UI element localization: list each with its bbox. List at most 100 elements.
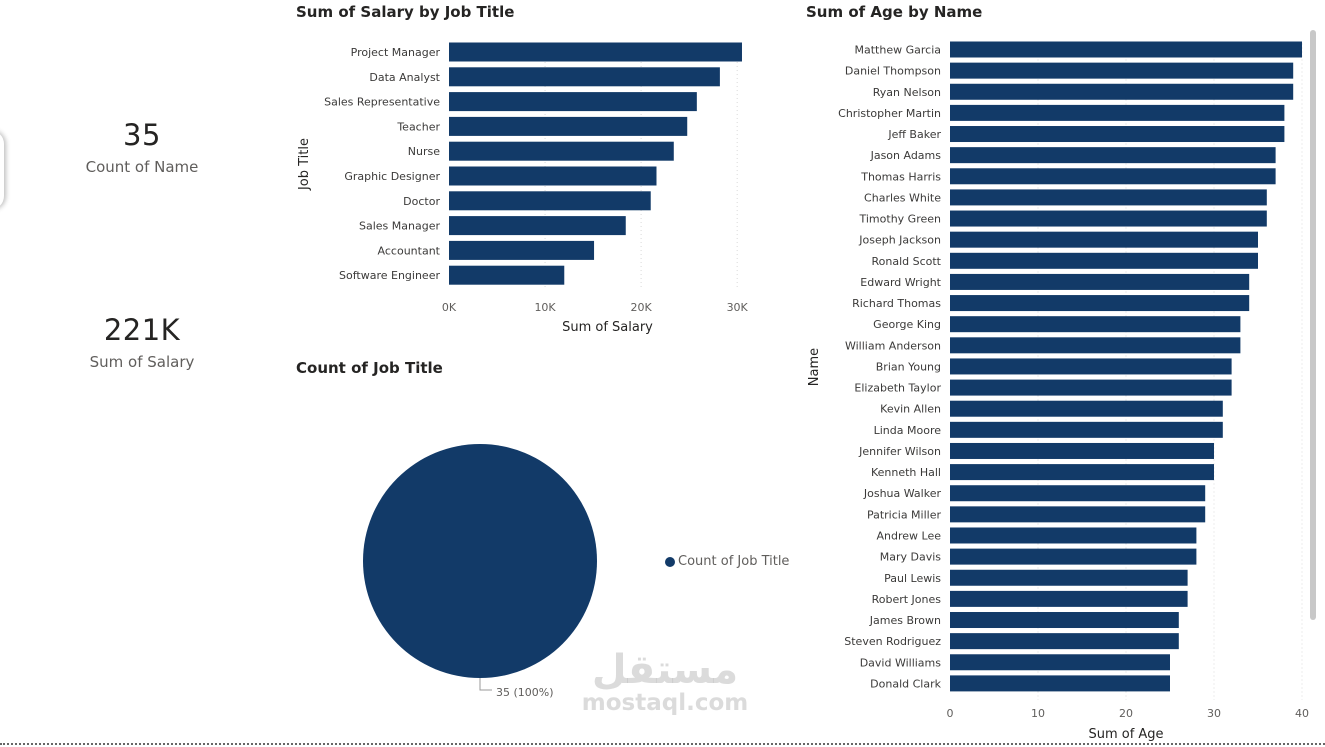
bar <box>950 83 1294 100</box>
category-label: Daniel Thompson <box>845 65 941 78</box>
category-label: Graphic Designer <box>344 170 440 183</box>
bar <box>449 42 742 62</box>
category-label: Teacher <box>396 120 440 133</box>
bar <box>950 527 1197 544</box>
category-label: Joshua Walker <box>863 487 942 500</box>
category-label: Doctor <box>403 195 440 208</box>
data-label-leader <box>479 678 492 691</box>
x-axis-title: Sum of Salary <box>562 320 653 335</box>
bar <box>950 295 1250 312</box>
bar <box>950 62 1294 79</box>
x-tick-label: 10K <box>534 301 556 314</box>
bar <box>950 464 1214 481</box>
count-of-job-title-pie[interactable]: 35 (100%) <box>0 0 597 699</box>
pie-legend[interactable]: Count of Job Title <box>665 554 789 569</box>
chart-scrollbar[interactable] <box>1310 30 1316 620</box>
bar <box>950 421 1223 438</box>
category-label: Sales Manager <box>359 220 440 233</box>
bar <box>950 104 1285 121</box>
category-label: Andrew Lee <box>877 529 942 542</box>
side-panel-handle[interactable] <box>0 130 4 210</box>
category-label: Steven Rodriguez <box>844 635 941 648</box>
pie-chart-title: Count of Job Title <box>296 359 443 377</box>
bar <box>950 210 1267 227</box>
sum-of-salary-card[interactable]: 221K Sum of Salary <box>42 313 242 371</box>
salary-by-job-title-chart[interactable]: 0K 10K 20K 30K Project Manager Data Analyst Sa… <box>0 0 749 335</box>
bar <box>950 273 1250 290</box>
category-label: Joseph Jackson <box>858 234 941 247</box>
canvas-border <box>0 743 1325 745</box>
watermark-arabic: مستقل <box>591 647 739 693</box>
bar <box>950 252 1258 269</box>
bar <box>950 590 1188 607</box>
x-tick-label: 20K <box>631 301 653 314</box>
card-value: 35 <box>123 118 161 152</box>
category-label: Elizabeth Taylor <box>854 382 941 395</box>
y-axis-title: Name <box>807 348 822 386</box>
bar <box>950 358 1232 375</box>
bar <box>449 240 595 260</box>
category-label: George King <box>873 318 941 331</box>
category-label: Charles White <box>864 191 941 204</box>
x-tick-label: 0K <box>442 301 457 314</box>
bar <box>950 189 1267 206</box>
category-label: Jeff Baker <box>887 128 941 141</box>
category-label: Ronald Scott <box>871 255 941 268</box>
bar <box>950 442 1214 459</box>
x-tick-label: 20 <box>1119 707 1133 720</box>
category-label: Accountant <box>378 244 441 257</box>
bar <box>950 168 1276 185</box>
bar <box>950 147 1276 164</box>
count-of-name-card[interactable]: 35 Count of Name <box>42 118 242 176</box>
category-label: Timothy Green <box>859 213 942 226</box>
x-tick-label: 10 <box>1031 707 1045 720</box>
bar <box>950 548 1197 565</box>
category-label: Sales Representative <box>324 96 440 109</box>
x-tick-label: 40 <box>1295 707 1309 720</box>
pie-slice <box>363 444 597 678</box>
category-label: Jennifer Wilson <box>858 445 941 458</box>
bar <box>449 92 697 112</box>
bar <box>950 379 1232 396</box>
bar <box>950 654 1170 671</box>
y-axis-title: Job Title <box>297 138 312 191</box>
category-label: Robert Jones <box>872 593 942 606</box>
category-label: Software Engineer <box>339 269 440 282</box>
bar <box>950 675 1170 692</box>
bar <box>950 612 1179 629</box>
bar <box>449 67 720 87</box>
bar <box>449 116 688 136</box>
pie-data-label: 35 (100%) <box>496 686 554 699</box>
x-tick-label: 30K <box>727 301 749 314</box>
bar <box>950 126 1285 143</box>
card-value: 221K <box>103 313 181 347</box>
bar <box>950 231 1258 248</box>
bar <box>950 400 1223 417</box>
category-label: Mary Davis <box>880 551 942 564</box>
category-label: William Anderson <box>845 339 941 352</box>
salary-chart-title: Sum of Salary by Job Title <box>296 3 515 21</box>
category-label: Nurse <box>408 145 440 158</box>
category-label: Brian Young <box>876 360 941 373</box>
bar <box>449 166 657 186</box>
card-label: Sum of Salary <box>89 353 195 371</box>
category-label: Jason Adams <box>870 149 942 162</box>
legend-marker <box>665 556 675 567</box>
category-label: Data Analyst <box>369 71 440 84</box>
category-label: Donald Clark <box>870 677 941 690</box>
category-label: Thomas Harris <box>860 170 941 183</box>
x-tick-label: 0 <box>947 707 954 720</box>
category-label: Kenneth Hall <box>871 466 941 479</box>
bar <box>950 506 1206 523</box>
age-chart-title: Sum of Age by Name <box>806 3 983 21</box>
legend-label: Count of Job Title <box>678 554 790 569</box>
category-label: Matthew Garcia <box>855 44 941 57</box>
bar <box>950 633 1179 650</box>
bar <box>449 191 651 211</box>
bar <box>449 216 626 236</box>
watermark-latin: mostaql.com <box>581 690 749 716</box>
watermark: مستقل mostaql.com <box>580 650 750 716</box>
category-label: James Brown <box>869 614 941 627</box>
category-label: Christopher Martin <box>838 107 941 120</box>
